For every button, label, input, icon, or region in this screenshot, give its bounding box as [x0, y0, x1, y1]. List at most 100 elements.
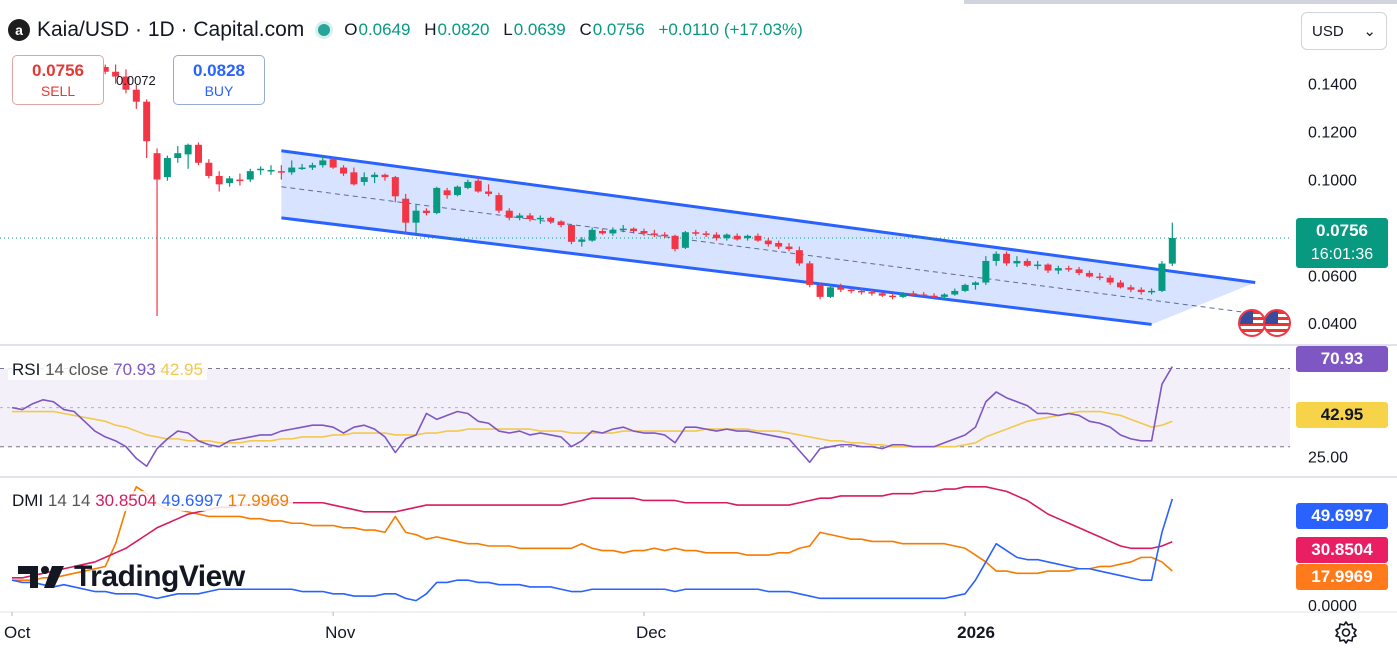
candle-body: [744, 235, 752, 239]
candle-body: [858, 290, 866, 293]
candle-body: [837, 287, 845, 290]
rsi-legend[interactable]: RSI 14 close 70.93 42.95: [8, 360, 207, 380]
symbol-title[interactable]: Kaia/USD · 1D · Capital.com: [37, 18, 305, 41]
rsi-ma-value-tag: 42.95: [1296, 402, 1388, 428]
candle-body: [381, 174, 389, 178]
buy-label: BUY: [204, 83, 234, 99]
tradingview-logo[interactable]: TradingView: [18, 560, 245, 594]
candle-body: [650, 233, 658, 235]
candle-body: [951, 290, 959, 295]
candle-body: [391, 177, 399, 197]
change-value: +0.0110 (+17.03%): [658, 20, 803, 39]
sell-button[interactable]: 0.0756 SELL: [12, 55, 104, 105]
ohlc-values: O0.0649 H0.0820 L0.0639 C0.0756 +0.0110 …: [344, 20, 803, 39]
candle-body: [547, 217, 555, 222]
candle-body: [920, 294, 928, 296]
close-value: 0.0756: [592, 20, 645, 39]
candle-body: [909, 293, 917, 295]
adx-legend-value: 30.8504: [95, 491, 157, 510]
candle-body: [205, 162, 213, 176]
candle-body: [806, 263, 814, 285]
dmi-legend[interactable]: DMI 14 14 30.8504 49.6997 17.9969: [8, 491, 294, 511]
candle-body: [619, 228, 627, 231]
candle-body: [826, 287, 834, 297]
us-flag-event-icon[interactable]: [1238, 309, 1266, 337]
rsi-name: RSI: [12, 360, 41, 379]
rsi-params: 14 close: [45, 360, 109, 379]
candle-body: [712, 234, 720, 239]
channel-median-line: [281, 186, 1256, 315]
candle-body: [226, 178, 234, 184]
top-scroll-bar: [964, 0, 1397, 4]
candle-body: [754, 235, 762, 241]
open-value: 0.0649: [358, 20, 411, 39]
candle-body: [961, 284, 969, 291]
us-flag-event-icon[interactable]: [1263, 309, 1291, 337]
high-value: 0.0820: [437, 20, 490, 39]
candle-body: [671, 235, 679, 249]
settings-gear-icon[interactable]: [1334, 620, 1358, 644]
plus-di-line: [11, 498, 1174, 602]
chart-header: a Kaia/USD · 1D · Capital.com O0.0649 H0…: [8, 16, 804, 44]
dmi-name: DMI: [12, 491, 44, 510]
candle-body: [360, 177, 368, 182]
price-axis-label: 0.0600: [1308, 268, 1357, 285]
brand-name: TradingView: [74, 560, 245, 593]
candle-body: [681, 232, 689, 248]
channel-lower-line: [281, 216, 1152, 326]
candle-body: [630, 228, 638, 232]
candle-body: [536, 217, 544, 220]
spread-value: 0.0072: [116, 73, 156, 88]
candle-body: [578, 239, 586, 242]
candle-body: [163, 157, 171, 178]
currency-select[interactable]: USD ⌄: [1301, 12, 1387, 50]
candle-body: [1013, 260, 1021, 264]
candle-body: [174, 153, 182, 158]
candle-body: [1023, 260, 1031, 266]
plus-di-legend-value: 49.6997: [161, 491, 223, 510]
candle-body: [308, 165, 316, 168]
minus-di-legend-value: 17.9969: [227, 491, 290, 510]
candle-body: [785, 246, 793, 249]
kaia-logo-icon: a: [8, 19, 30, 41]
candle-body: [692, 232, 700, 234]
price-axis-label: 0.1000: [1308, 173, 1357, 190]
adx-value-tag: 30.8504: [1296, 537, 1388, 563]
candle-body: [1054, 268, 1062, 271]
plus-di-value-tag: 49.6997: [1296, 503, 1388, 529]
candle-body: [1096, 276, 1104, 279]
sell-price: 0.0756: [32, 61, 84, 80]
candle-body: [775, 243, 783, 247]
last-price-value: 0.0756: [1316, 221, 1368, 240]
candle-body: [443, 190, 451, 196]
candle-body: [557, 221, 565, 226]
candle-body: [878, 293, 886, 296]
dmi-axis-label: 0.0000: [1308, 598, 1357, 615]
candle-body: [505, 210, 513, 218]
candle-body: [930, 295, 938, 298]
candle-body: [143, 101, 151, 142]
candle-body: [847, 289, 855, 292]
candle-body: [1148, 290, 1156, 293]
candle-body: [889, 295, 897, 298]
candle-body: [1075, 269, 1083, 273]
candle-body: [298, 167, 306, 170]
candle-body: [101, 66, 109, 72]
candle-body: [1168, 237, 1176, 264]
buy-button[interactable]: 0.0828 BUY: [173, 55, 265, 105]
rsi-line: [11, 366, 1174, 468]
candle-body: [474, 180, 482, 192]
buy-price: 0.0828: [193, 61, 245, 80]
candle-body: [340, 167, 348, 174]
minus-di-value-tag: 17.9969: [1296, 564, 1388, 590]
candle-body: [899, 293, 907, 297]
candle-body: [661, 234, 669, 237]
candle-body: [640, 231, 648, 234]
candle-body: [609, 229, 617, 234]
dmi-params: 14 14: [47, 491, 91, 510]
candle-body: [402, 198, 410, 223]
candle-body: [1034, 264, 1042, 267]
candle-body: [1106, 277, 1114, 283]
market-status-icon[interactable]: [318, 24, 331, 36]
